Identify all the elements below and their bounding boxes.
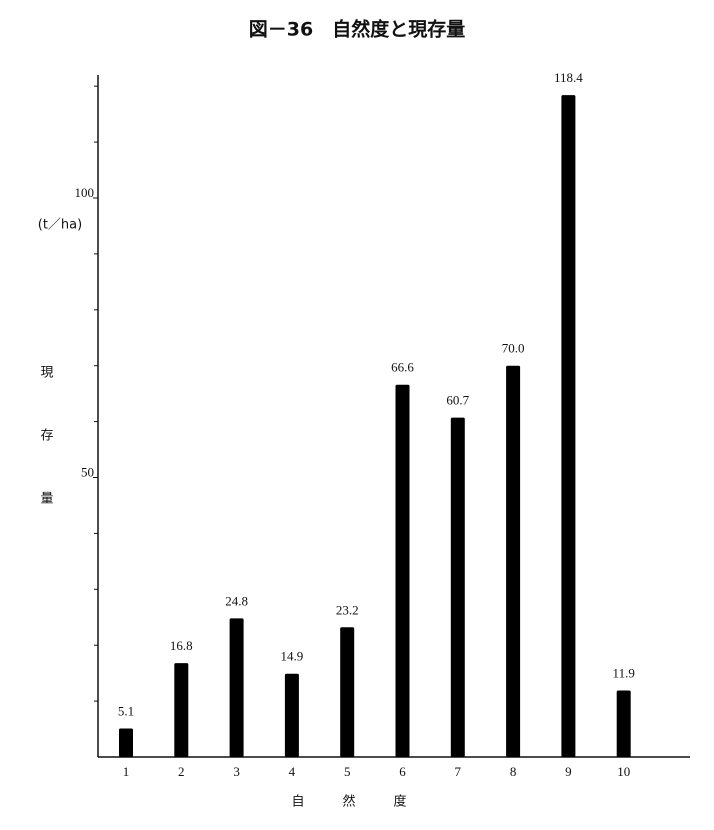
y-tick-label: 50 (81, 464, 94, 479)
value-label: 5.1 (118, 703, 134, 718)
y-axis-unit: (t／ha) (38, 218, 82, 233)
value-label: 60.7 (446, 393, 469, 408)
value-label: 118.4 (554, 70, 583, 85)
value-label: 16.8 (170, 638, 193, 653)
value-label: 24.8 (225, 593, 248, 608)
x-tick-label: 10 (617, 764, 630, 779)
y-axis-label: 現存量 (38, 365, 54, 554)
y-tick-label: 100 (75, 185, 95, 200)
bar (229, 618, 244, 757)
bar (284, 673, 299, 757)
value-label: 23.2 (336, 602, 359, 617)
value-label: 11.9 (613, 665, 635, 680)
x-tick-label: 5 (344, 764, 351, 779)
x-axis-label: 自然度 (291, 794, 444, 810)
bar (119, 728, 133, 757)
value-label: 70.0 (502, 341, 525, 356)
value-label: 66.6 (391, 360, 414, 375)
x-tick-label: 1 (123, 764, 130, 779)
bar (506, 365, 521, 757)
bar (174, 663, 189, 757)
chart-title: 図－36 自然度と現存量 (249, 18, 465, 41)
x-tick-label: 2 (178, 764, 185, 779)
x-tick-label: 4 (289, 764, 296, 779)
x-tick-label: 6 (399, 764, 406, 779)
bar (450, 417, 465, 757)
bar (395, 384, 410, 757)
value-label: 14.9 (281, 649, 304, 664)
bar (616, 690, 631, 757)
bar (340, 627, 355, 757)
x-tick-label: 9 (565, 764, 572, 779)
x-tick-label: 3 (233, 764, 240, 779)
bar (561, 95, 576, 758)
x-tick-label: 7 (455, 764, 462, 779)
x-tick-label: 8 (510, 764, 517, 779)
